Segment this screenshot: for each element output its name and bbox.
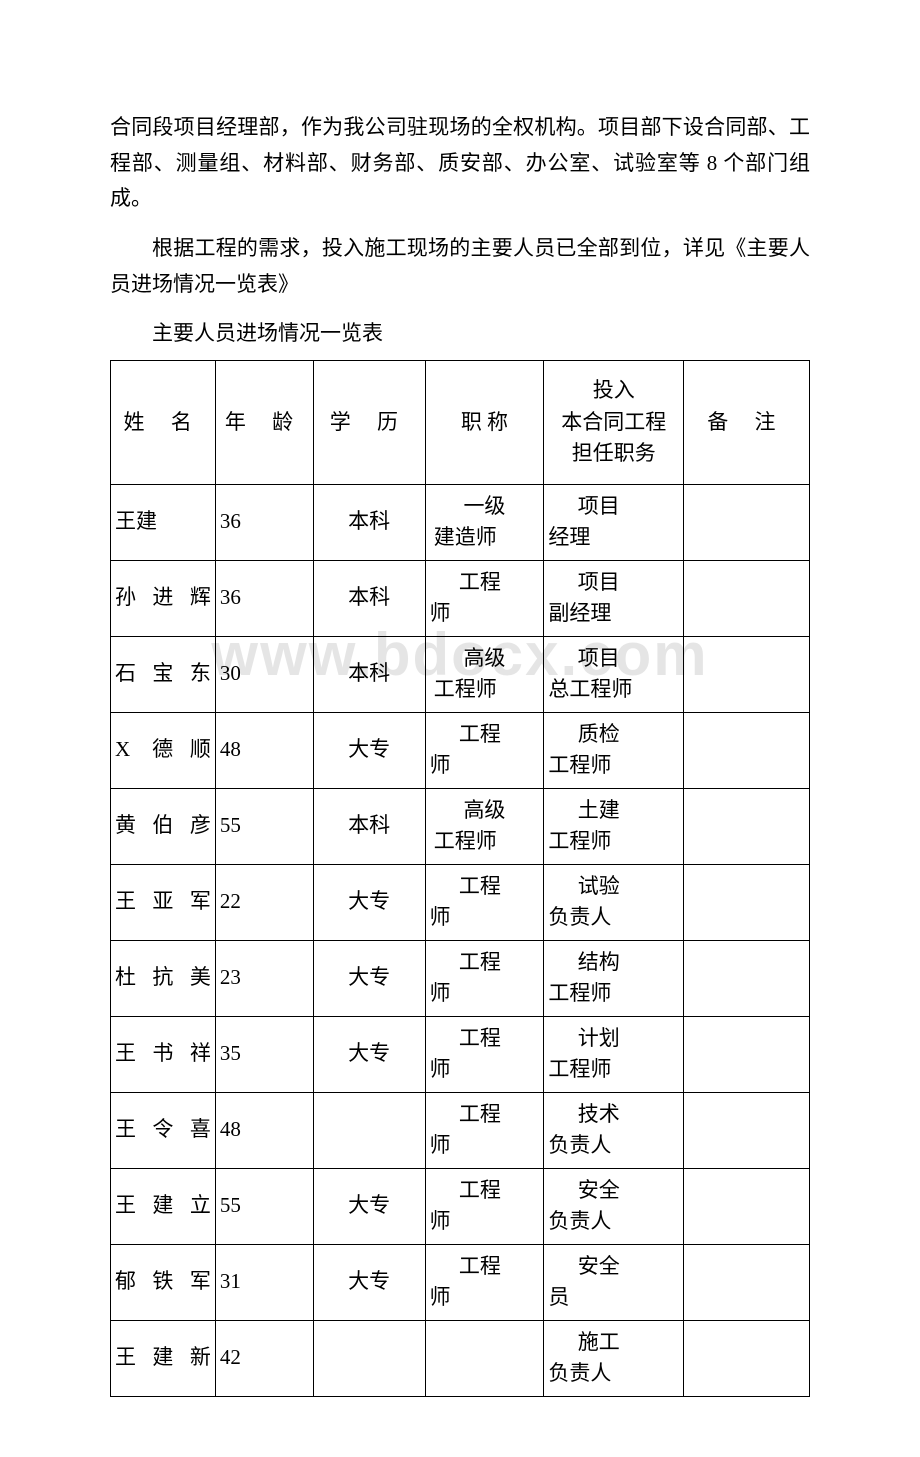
cell-duty: 试验负责人 [544,864,684,940]
cell-name: 孙进辉 [111,560,216,636]
cell-edu: 大专 [313,1168,425,1244]
cell-remark [684,712,810,788]
cell-title: 高级工程师 [425,788,544,864]
cell-duty: 项目总工程师 [544,636,684,712]
paragraph-2: 根据工程的需求，投入施工现场的主要人员已全部到位，详见《主要人员进场情况一览表》 [110,231,810,302]
th-edu: 学 历 [313,361,425,485]
table-row: 黄伯彦55本科高级工程师土建工程师 [111,788,810,864]
cell-remark [684,636,810,712]
cell-remark [684,940,810,1016]
cell-age: 35 [215,1016,313,1092]
cell-title [425,1320,544,1396]
cell-duty: 技术负责人 [544,1092,684,1168]
cell-title: 一级建造师 [425,484,544,560]
th-age: 年 龄 [215,361,313,485]
paragraph-1: 合同段项目经理部，作为我公司驻现场的全权机构。项目部下设合同部、工程部、测量组、… [110,110,810,217]
cell-remark [684,788,810,864]
th-duty: 投入 本合同工程担任职务 [544,361,684,485]
table-row: 王建新42 施工负责人 [111,1320,810,1396]
table-row: 杜抗美23大专工程师结构工程师 [111,940,810,1016]
cell-edu: 大专 [313,940,425,1016]
cell-remark [684,1244,810,1320]
cell-name: 王建立 [111,1168,216,1244]
cell-duty: 项目经理 [544,484,684,560]
cell-remark [684,1320,810,1396]
cell-title: 高级工程师 [425,636,544,712]
cell-edu: 本科 [313,560,425,636]
cell-name: 郁铁军 [111,1244,216,1320]
cell-title: 工程师 [425,940,544,1016]
table-row: 王亚军22大专工程师试验负责人 [111,864,810,940]
table-row: 王建立55大专工程师安全负责人 [111,1168,810,1244]
cell-duty: 项目副经理 [544,560,684,636]
table-row: 王令喜48 工程师技术负责人 [111,1092,810,1168]
cell-edu: 大专 [313,1016,425,1092]
cell-edu: 大专 [313,712,425,788]
cell-name: 王亚军 [111,864,216,940]
cell-edu: 大专 [313,864,425,940]
cell-name: 黄伯彦 [111,788,216,864]
cell-age: 30 [215,636,313,712]
cell-edu: 本科 [313,636,425,712]
cell-name: 王书祥 [111,1016,216,1092]
cell-remark [684,864,810,940]
cell-title: 工程师 [425,1168,544,1244]
cell-name: 王建 [111,484,216,560]
cell-title: 工程师 [425,560,544,636]
table-row: 王书祥35大专工程师计划工程师 [111,1016,810,1092]
table-row: 孙进辉36本科工程师项目副经理 [111,560,810,636]
cell-edu: 本科 [313,788,425,864]
cell-edu [313,1092,425,1168]
cell-title: 工程师 [425,1016,544,1092]
table-row: 石宝东30本科高级工程师项目总工程师 [111,636,810,712]
cell-remark [684,1016,810,1092]
cell-remark [684,1092,810,1168]
cell-age: 36 [215,560,313,636]
th-name: 姓 名 [111,361,216,485]
cell-duty: 安全负责人 [544,1168,684,1244]
cell-edu: 本科 [313,484,425,560]
table-row: X 德顺48大专工程师质检工程师 [111,712,810,788]
cell-duty: 结构工程师 [544,940,684,1016]
document-page: 合同段项目经理部，作为我公司驻现场的全权机构。项目部下设合同部、工程部、测量组、… [0,0,920,1457]
cell-title: 工程师 [425,1244,544,1320]
cell-remark [684,1168,810,1244]
cell-age: 55 [215,1168,313,1244]
cell-age: 22 [215,864,313,940]
cell-name: 石宝东 [111,636,216,712]
cell-title: 工程师 [425,864,544,940]
th-title: 职 称 [425,361,544,485]
cell-name: 杜抗美 [111,940,216,1016]
cell-duty: 土建工程师 [544,788,684,864]
cell-title: 工程师 [425,1092,544,1168]
cell-remark [684,484,810,560]
cell-name: 王建新 [111,1320,216,1396]
th-remark: 备 注 [684,361,810,485]
cell-age: 55 [215,788,313,864]
cell-name: 王令喜 [111,1092,216,1168]
cell-duty: 安全员 [544,1244,684,1320]
cell-edu [313,1320,425,1396]
cell-duty: 质检工程师 [544,712,684,788]
cell-age: 48 [215,1092,313,1168]
table-header-row: 姓 名 年 龄 学 历 职 称 投入 本合同工程担任职务 备 注 [111,361,810,485]
cell-duty: 施工负责人 [544,1320,684,1396]
cell-age: 23 [215,940,313,1016]
cell-edu: 大专 [313,1244,425,1320]
cell-name: X 德顺 [111,712,216,788]
cell-duty: 计划工程师 [544,1016,684,1092]
table-row: 郁铁军31大专工程师安全员 [111,1244,810,1320]
cell-age: 48 [215,712,313,788]
personnel-table: 姓 名 年 龄 学 历 职 称 投入 本合同工程担任职务 备 注 王建36本科一… [110,360,810,1397]
cell-age: 42 [215,1320,313,1396]
cell-age: 31 [215,1244,313,1320]
cell-age: 36 [215,484,313,560]
cell-remark [684,560,810,636]
table-row: 王建36本科一级建造师项目经理 [111,484,810,560]
table-caption: 主要人员进场情况一览表 [110,316,810,352]
cell-title: 工程师 [425,712,544,788]
